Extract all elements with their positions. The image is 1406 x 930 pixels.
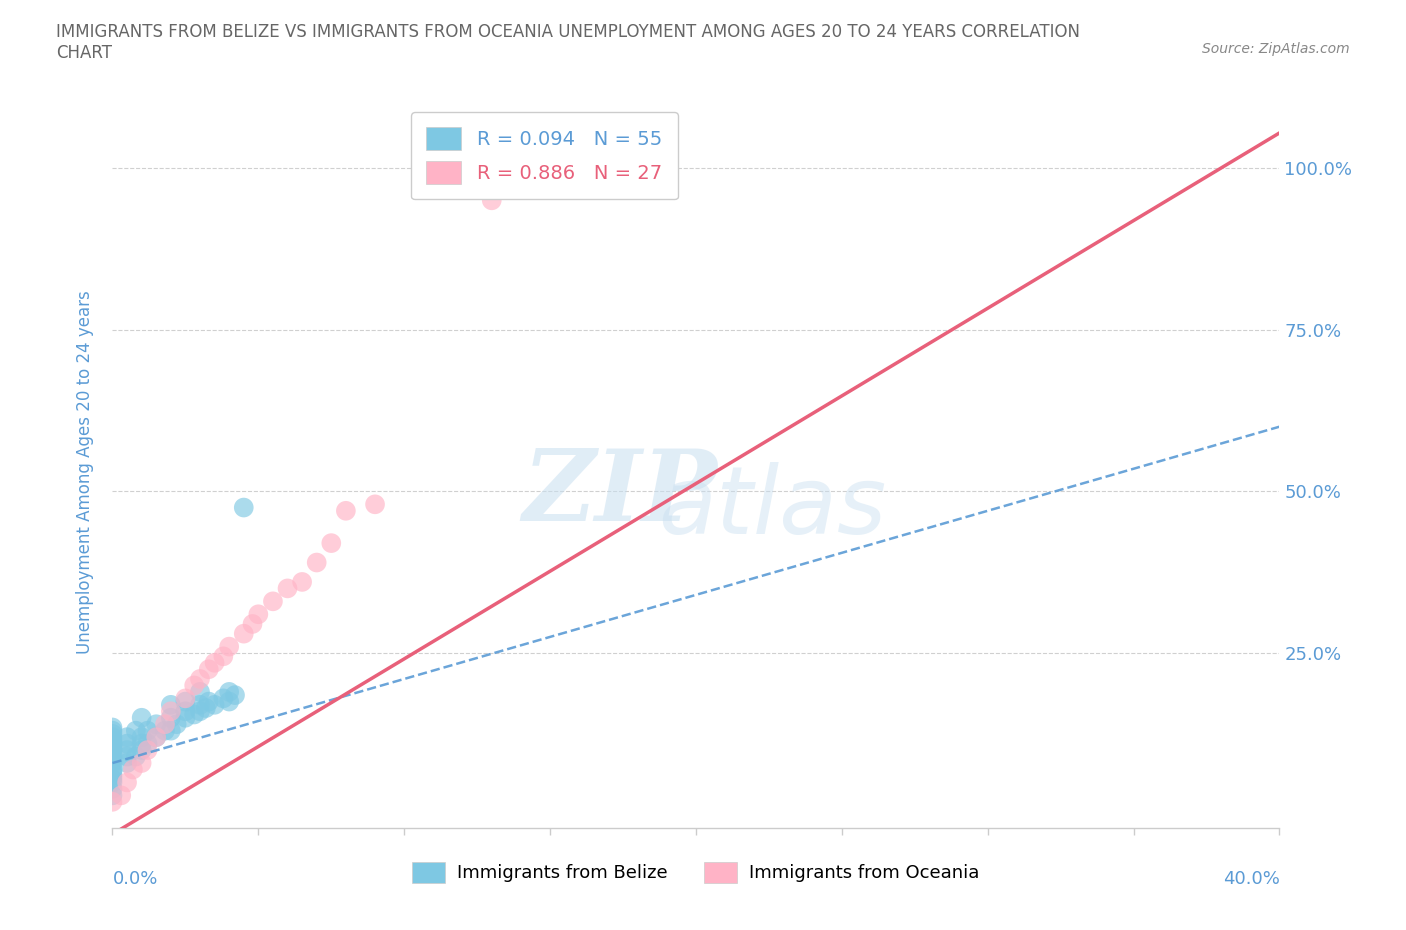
Point [115,750,138,764]
Point [174,711,197,725]
Point [212,649,235,664]
Y-axis label: Unemployment Among Ages 20 to 24 years: Unemployment Among Ages 20 to 24 years [76,290,94,654]
Point [101,743,124,758]
Point [166,717,188,732]
Point [101,750,124,764]
Point [115,737,138,751]
Point [160,724,183,738]
Point [321,536,343,551]
Point [232,626,254,641]
Point [145,730,167,745]
Point [197,694,219,709]
Point [204,656,226,671]
Point [110,788,132,803]
Point [262,594,284,609]
Point [101,737,124,751]
Point [101,775,124,790]
Point [101,730,124,745]
Point [183,707,205,722]
Point [101,794,124,809]
Point [174,694,197,709]
Point [160,698,183,712]
Point [204,698,226,712]
Point [101,765,124,780]
Point [101,724,124,738]
Text: Source: ZipAtlas.com: Source: ZipAtlas.com [1202,42,1350,56]
Point [174,704,197,719]
Point [247,607,270,622]
Point [364,497,387,512]
Text: 0.0%: 0.0% [112,870,157,888]
Point [101,737,124,751]
Text: ZIP: ZIP [523,445,717,541]
Point [153,724,176,738]
Point [160,711,183,725]
Point [101,781,124,796]
Point [291,575,314,590]
Point [115,730,138,745]
Legend: Immigrants from Belize, Immigrants from Oceania: Immigrants from Belize, Immigrants from … [405,855,987,890]
Point [136,724,159,738]
Point [101,743,124,758]
Text: atlas: atlas [658,462,886,553]
Text: IMMIGRANTS FROM BELIZE VS IMMIGRANTS FROM OCEANIA UNEMPLOYMENT AMONG AGES 20 TO : IMMIGRANTS FROM BELIZE VS IMMIGRANTS FRO… [56,23,1080,62]
Point [101,752,124,767]
Point [194,700,217,715]
Point [131,755,153,770]
Point [131,737,153,751]
Point [145,717,167,732]
Point [101,768,124,783]
Point [131,743,153,758]
Point [101,755,124,770]
Point [101,739,124,754]
Point [101,762,124,777]
Point [335,503,357,518]
Point [276,581,298,596]
Point [218,639,240,654]
Point [115,775,138,790]
Point [218,684,240,699]
Point [218,694,240,709]
Point [188,684,211,699]
Point [160,704,183,719]
Point [188,671,211,686]
Point [153,717,176,732]
Point [115,755,138,770]
Point [101,772,124,787]
Point [183,678,205,693]
Point [125,724,148,738]
Point [101,733,124,748]
Point [188,704,211,719]
Point [131,730,153,745]
Point [232,500,254,515]
Point [101,726,124,741]
Point [481,193,503,207]
Point [136,737,159,751]
Point [224,687,246,702]
Point [115,743,138,758]
Point [305,555,328,570]
Point [145,730,167,745]
Point [174,691,197,706]
Point [212,691,235,706]
Point [131,711,153,725]
Point [136,743,159,758]
Point [122,762,145,777]
Point [188,698,211,712]
Point [125,750,148,764]
Point [197,662,219,677]
Point [101,788,124,803]
Point [101,720,124,735]
Text: 40.0%: 40.0% [1223,870,1279,888]
Point [242,617,264,631]
